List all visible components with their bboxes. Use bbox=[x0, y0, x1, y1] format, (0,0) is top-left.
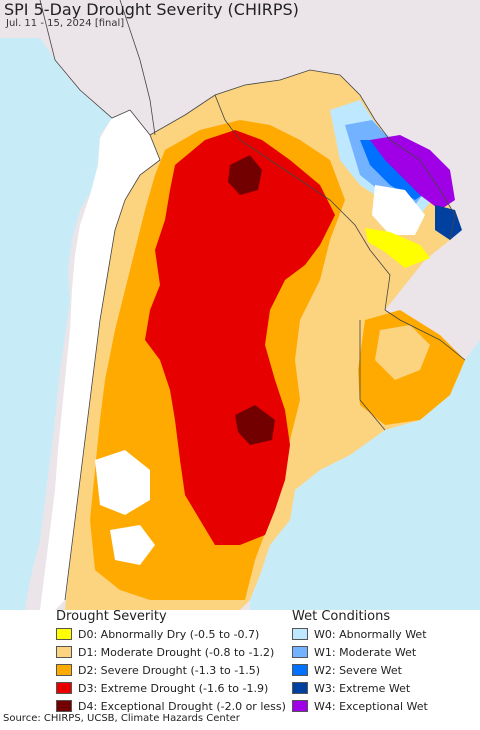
borders bbox=[39, 0, 466, 601]
legend-swatch-d2 bbox=[56, 664, 72, 676]
map-subtitle: Jul. 11 - 15, 2024 [final] bbox=[6, 18, 125, 29]
legend-item-w3: W3: Extreme Wet bbox=[292, 680, 410, 696]
region-white-sw bbox=[95, 450, 150, 515]
region-d4-north bbox=[228, 155, 262, 195]
legend-label-d4: D4: Exceptional Drought (-2.0 or less) bbox=[78, 699, 286, 713]
legend-swatch-w4 bbox=[292, 700, 308, 712]
region-white-s bbox=[110, 525, 155, 565]
legend-swatch-d0 bbox=[56, 628, 72, 640]
legend-label-w1: W1: Moderate Wet bbox=[314, 645, 417, 659]
region-wet-w4 bbox=[370, 135, 455, 210]
legend-label-w3: W3: Extreme Wet bbox=[314, 681, 411, 695]
region-d3 bbox=[145, 130, 335, 545]
legend-item-w2: W2: Severe Wet bbox=[292, 662, 402, 678]
legend-label-d1: D1: Moderate Drought (-0.8 to -1.2) bbox=[78, 645, 275, 659]
legend-label-d3: D3: Extreme Drought (-1.6 to -1.9) bbox=[78, 681, 269, 695]
legend-item-d0: D0: Abnormally Dry (-0.5 to -0.7) bbox=[56, 626, 259, 642]
legend-swatch-w2 bbox=[292, 664, 308, 676]
legend-label-d0: D0: Abnormally Dry (-0.5 to -0.7) bbox=[78, 627, 260, 641]
region-wet-w3 bbox=[435, 205, 462, 240]
chile-coast bbox=[40, 110, 160, 610]
legend-label-w2: W2: Severe Wet bbox=[314, 663, 402, 677]
drought-legend-heading: Drought Severity bbox=[56, 609, 167, 624]
legend-label-d2: D2: Severe Drought (-1.3 to -1.5) bbox=[78, 663, 261, 677]
legend-swatch-w0 bbox=[292, 628, 308, 640]
map-title: SPI 5-Day Drought Severity (CHIRPS) bbox=[4, 0, 299, 19]
drought-map bbox=[0, 0, 480, 610]
legend-swatch-d4 bbox=[56, 700, 72, 712]
wet-legend-heading: Wet Conditions bbox=[292, 609, 391, 624]
source-credit: Source: CHIRPS, UCSB, Climate Hazards Ce… bbox=[3, 713, 240, 724]
region-uruguay-d1 bbox=[375, 325, 430, 380]
legend-swatch-d3 bbox=[56, 682, 72, 694]
region-d4-central bbox=[235, 405, 275, 445]
pacific-ocean bbox=[0, 38, 112, 610]
atlantic-ocean bbox=[250, 340, 480, 610]
legend-item-d2: D2: Severe Drought (-1.3 to -1.5) bbox=[56, 662, 260, 678]
legend-item-d4: D4: Exceptional Drought (-2.0 or less) bbox=[56, 698, 286, 714]
legend-label-w4: W4: Exceptional Wet bbox=[314, 699, 428, 713]
legend-swatch-d1 bbox=[56, 646, 72, 658]
legend-swatch-w1 bbox=[292, 646, 308, 658]
legend-item-d3: D3: Extreme Drought (-1.6 to -1.9) bbox=[56, 680, 268, 696]
legend-item-d1: D1: Moderate Drought (-0.8 to -1.2) bbox=[56, 644, 274, 660]
region-white-py bbox=[372, 185, 425, 235]
legend-swatch-w3 bbox=[292, 682, 308, 694]
legend-item-w1: W1: Moderate Wet bbox=[292, 644, 416, 660]
legend-item-w4: W4: Exceptional Wet bbox=[292, 698, 428, 714]
legend-label-w0: W0: Abnormally Wet bbox=[314, 627, 427, 641]
legend-item-w0: W0: Abnormally Wet bbox=[292, 626, 427, 642]
region-d0 bbox=[365, 228, 430, 268]
